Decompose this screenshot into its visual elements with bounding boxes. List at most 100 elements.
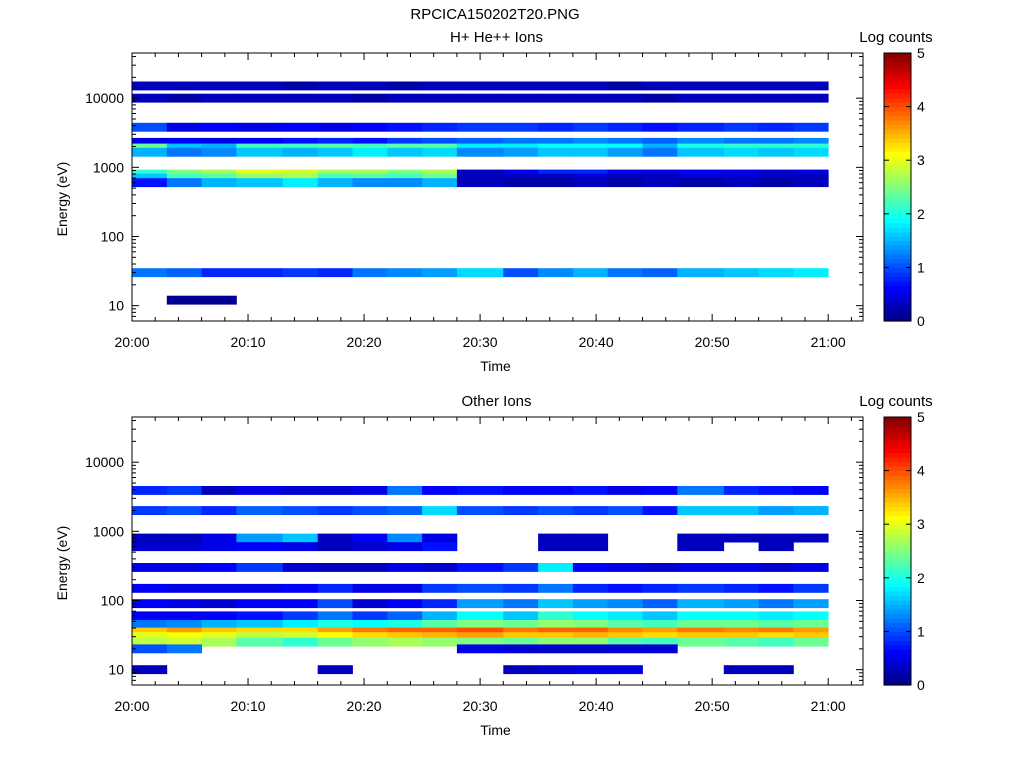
heatmap-cell	[793, 178, 829, 188]
colorbar-swatch	[884, 187, 911, 193]
heatmap-cell	[642, 599, 678, 609]
heatmap-cell	[201, 563, 237, 572]
colorbar-swatch	[884, 151, 911, 157]
heatmap-cell	[723, 611, 759, 621]
heatmap-cell	[352, 627, 388, 637]
colorbar-swatch	[884, 195, 911, 201]
heatmap-cell	[677, 122, 725, 132]
heatmap-cell	[282, 93, 318, 103]
colorbar-swatch	[884, 262, 911, 268]
colorbar-tick-label: 1	[917, 259, 925, 275]
heatmap-cell	[503, 506, 539, 515]
heatmap-cell	[201, 542, 237, 552]
heatmap-cell	[723, 137, 759, 147]
heatmap-cell	[132, 137, 168, 147]
colorbar-swatch	[884, 484, 911, 490]
heatmap-cell	[503, 268, 539, 278]
heatmap-cell	[607, 599, 643, 609]
heatmap-cell	[793, 486, 829, 495]
y-tick-label: 100	[101, 228, 125, 244]
heatmap-cell	[538, 81, 574, 91]
colorbar-tick-label: 5	[917, 409, 925, 425]
heatmap-cell	[456, 122, 504, 132]
heatmap-cell	[456, 583, 504, 593]
colorbar-swatch	[884, 102, 911, 108]
heatmap-cell	[166, 563, 202, 572]
heatmap-cell	[642, 506, 678, 515]
heatmap-cell	[723, 632, 759, 642]
heatmap-cell	[132, 599, 168, 609]
x-tick-label: 20:40	[579, 698, 614, 714]
heatmap-cell	[572, 542, 609, 552]
panel-title: H+ He++ Ions	[450, 29, 543, 46]
colorbar-swatch	[884, 280, 911, 286]
heatmap-cell	[607, 93, 643, 103]
colorbar-swatch	[884, 676, 911, 682]
colorbar-swatch	[884, 209, 911, 215]
heatmap-cell	[132, 268, 168, 278]
heatmap-cell	[677, 599, 725, 609]
colorbar-swatch	[884, 178, 911, 184]
heatmap-cell	[132, 81, 168, 91]
x-tick-label: 20:30	[463, 334, 498, 350]
heatmap-cell	[538, 644, 574, 654]
heatmap-cell	[317, 173, 353, 183]
heatmap-cell	[166, 542, 202, 552]
heatmap-cell	[422, 563, 458, 572]
colorbar-swatch	[884, 506, 911, 512]
plot-frame	[131, 52, 864, 322]
heatmap-cell	[387, 599, 423, 609]
heatmap-cell	[201, 627, 237, 637]
heatmap-cell	[677, 147, 725, 157]
heatmap-cell	[642, 611, 678, 621]
heatmap-cell	[201, 93, 237, 103]
colorbar-swatch	[884, 84, 911, 90]
heatmap-cell	[422, 81, 458, 91]
colorbar-swatch	[884, 53, 911, 59]
heatmap-cell	[422, 632, 458, 642]
colorbar-swatch	[884, 658, 911, 664]
heatmap-cell	[201, 122, 237, 132]
heatmap-cell	[793, 506, 829, 515]
heatmap-cell	[503, 611, 539, 621]
heatmap-cell	[642, 93, 678, 103]
colorbar-swatch	[884, 604, 911, 610]
heatmap-cell	[503, 173, 539, 183]
colorbar-swatch	[884, 609, 911, 615]
heatmap-cell	[317, 147, 353, 157]
colorbar-swatch	[884, 448, 911, 454]
colorbar-swatch	[884, 289, 911, 295]
heatmap-cell	[793, 147, 829, 157]
heatmap-cell	[503, 178, 539, 188]
colorbar-swatch	[884, 160, 911, 166]
heatmap-cell	[317, 506, 353, 515]
heatmap-cell	[201, 268, 237, 278]
colorbar-tick-label: 0	[917, 677, 925, 693]
heatmap-cell	[677, 542, 725, 552]
colorbar-swatch	[884, 425, 911, 431]
heatmap-cell	[132, 583, 168, 593]
heatmap-cell	[201, 533, 237, 543]
heatmap-cell	[793, 81, 829, 91]
heatmap-cell	[166, 268, 202, 278]
heatmap-cell	[607, 611, 643, 621]
colorbar-swatch	[884, 510, 911, 516]
heatmap-cell	[607, 147, 643, 157]
heatmap-cell	[201, 147, 237, 157]
heatmap-cell	[538, 632, 574, 642]
heatmap-cell	[642, 563, 678, 572]
heatmap-cell	[387, 563, 423, 572]
colorbar-swatch	[884, 75, 911, 81]
y-tick-label: 10000	[85, 454, 124, 470]
heatmap-cell	[723, 268, 759, 278]
colorbar-swatch	[884, 218, 911, 224]
heatmap-cell	[758, 147, 794, 157]
heatmap-cell	[642, 627, 678, 637]
colorbar-swatch	[884, 200, 911, 206]
heatmap-cell	[572, 563, 609, 572]
heatmap-cell	[572, 620, 609, 629]
y-axis-label: Energy (eV)	[54, 526, 70, 601]
colorbar-swatch	[884, 276, 911, 282]
colorbar-swatch	[884, 258, 911, 264]
heatmap-cell	[132, 644, 168, 654]
